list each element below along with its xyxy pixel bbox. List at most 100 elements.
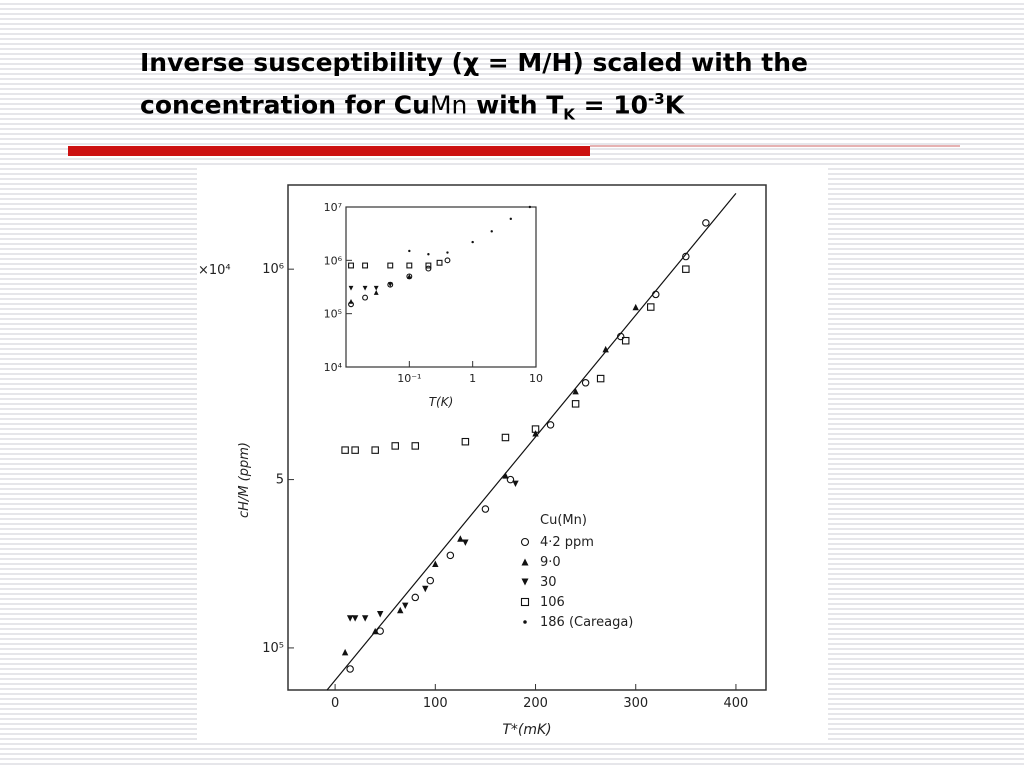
- point: [406, 273, 412, 279]
- point: [501, 433, 510, 442]
- point: [506, 475, 515, 484]
- slide-title: Inverse susceptibility (χ = M/H) scaled …: [140, 44, 808, 133]
- point: [411, 593, 420, 602]
- point: [397, 606, 404, 614]
- point: [432, 560, 439, 567]
- point: [371, 446, 379, 454]
- point: [426, 576, 435, 585]
- y-tick-label: 10⁷: [324, 201, 342, 214]
- point: [471, 240, 474, 244]
- x-tick-label: 400: [724, 696, 749, 711]
- point: [341, 446, 349, 454]
- point: [422, 585, 429, 593]
- x-tick-label: 300: [623, 696, 648, 711]
- point: [520, 597, 530, 607]
- inset-x-label: T(K): [429, 395, 454, 409]
- point: [446, 251, 449, 254]
- point: [387, 282, 393, 288]
- point: [351, 446, 359, 454]
- title-sub: K: [563, 105, 575, 124]
- title-text: K: [664, 90, 685, 120]
- point: [446, 551, 455, 560]
- point: [362, 262, 369, 269]
- point: [391, 442, 399, 450]
- point: [462, 539, 469, 546]
- point: [596, 374, 605, 383]
- point: [427, 253, 430, 256]
- point: [509, 217, 512, 221]
- annotation: ×10⁴: [198, 263, 231, 278]
- y-tick-label: 10⁴: [324, 361, 343, 374]
- y-tick-label: 10⁶: [262, 262, 284, 277]
- title-text: Inverse susceptibility (χ = M/H) scaled …: [140, 48, 809, 77]
- point: [652, 290, 660, 299]
- x-tick-label: 1: [469, 372, 476, 385]
- point: [461, 437, 470, 446]
- fit-line: [326, 193, 737, 691]
- point: [362, 285, 368, 291]
- point: [348, 262, 354, 269]
- y-tick-label: 10⁶: [324, 254, 343, 267]
- legend-label: 30: [540, 575, 557, 590]
- point: [373, 285, 379, 291]
- title-text: with T: [467, 90, 564, 120]
- x-tick-label: 0: [331, 696, 339, 711]
- point: [647, 303, 655, 311]
- point: [348, 285, 354, 291]
- point: [523, 620, 527, 624]
- point: [616, 332, 625, 341]
- point: [341, 648, 349, 656]
- point: [351, 615, 359, 622]
- x-tick-label: 10: [529, 372, 543, 385]
- legend-label: 9·0: [540, 555, 561, 570]
- point: [373, 290, 379, 295]
- legend-title: Cu(Mn): [540, 513, 587, 528]
- point: [425, 265, 432, 272]
- point: [621, 336, 630, 345]
- point: [572, 388, 579, 395]
- point: [362, 294, 369, 301]
- point: [457, 535, 464, 542]
- point: [502, 472, 509, 479]
- point: [411, 442, 420, 450]
- legend-label: 106: [540, 595, 565, 610]
- point: [702, 219, 710, 227]
- point: [361, 615, 369, 622]
- point: [348, 298, 354, 304]
- legend-label: 4·2 ppm: [540, 535, 594, 550]
- point: [528, 205, 532, 209]
- point: [406, 262, 413, 269]
- y-tick-label: 10⁵: [324, 308, 342, 321]
- point: [408, 249, 411, 253]
- point: [402, 602, 409, 610]
- point: [546, 421, 555, 429]
- point: [532, 430, 539, 437]
- y-tick-label: 10⁵: [262, 641, 284, 656]
- point: [531, 425, 540, 433]
- title-text: = 10: [574, 90, 649, 120]
- legend-label: 186 (Careaga): [540, 615, 633, 630]
- title-text: Mn: [429, 90, 468, 120]
- point: [376, 627, 384, 635]
- point: [371, 627, 379, 635]
- x-tick-label: 100: [423, 696, 448, 711]
- point: [682, 265, 690, 273]
- point: [520, 537, 530, 547]
- point: [521, 578, 529, 586]
- x-axis-label: T*(mK): [502, 722, 551, 738]
- accent-bar: [68, 146, 590, 156]
- point: [571, 400, 580, 408]
- point: [346, 665, 354, 673]
- point: [425, 262, 432, 269]
- point: [490, 230, 493, 233]
- plot-frame: [287, 184, 767, 691]
- point: [682, 252, 690, 261]
- y-axis-label: cH/M (ppm): [237, 442, 252, 518]
- point: [481, 505, 490, 513]
- y-tick-label: 5: [276, 473, 284, 488]
- point: [581, 379, 590, 387]
- point: [436, 259, 443, 266]
- point: [512, 480, 519, 487]
